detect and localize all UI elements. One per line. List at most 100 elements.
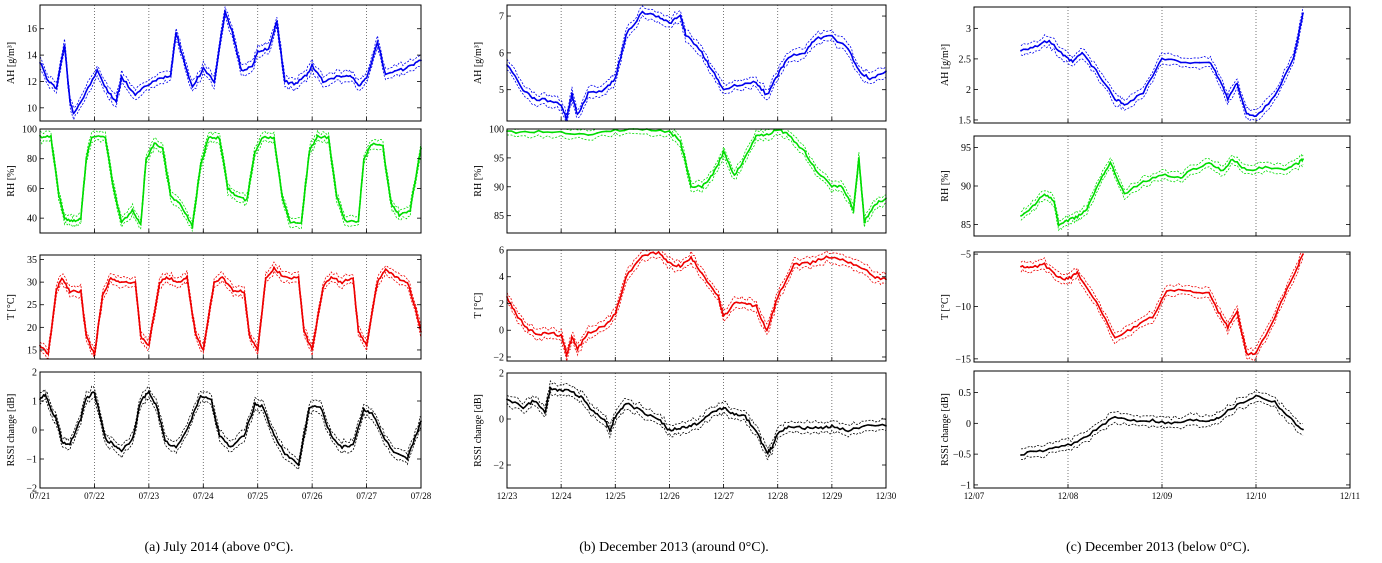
series-lower-AH <box>506 14 887 122</box>
data-point <box>738 84 741 87</box>
data-point <box>156 144 158 146</box>
data-point <box>412 188 415 190</box>
data-point <box>344 444 347 447</box>
data-point <box>385 440 388 442</box>
data-point <box>605 420 608 423</box>
data-point <box>1020 49 1022 52</box>
data-point <box>151 322 154 324</box>
data-point <box>722 407 725 409</box>
data-point <box>1056 216 1058 219</box>
data-point <box>177 37 179 39</box>
data-point <box>722 88 725 91</box>
data-point <box>77 219 79 222</box>
data-point <box>409 210 411 213</box>
data-point <box>1107 325 1110 327</box>
data-point <box>312 405 314 408</box>
data-point <box>1183 420 1185 423</box>
data-point <box>245 305 247 308</box>
data-point <box>693 186 696 189</box>
data-point <box>874 203 877 206</box>
data-point <box>281 62 284 64</box>
data-point <box>708 178 710 181</box>
data-point <box>1179 61 1182 64</box>
data-point <box>393 70 396 72</box>
data-point <box>221 276 224 278</box>
data-point <box>296 222 299 224</box>
data-point <box>83 177 86 180</box>
data-point <box>625 276 627 278</box>
data-point <box>169 194 172 197</box>
data-point <box>167 177 169 180</box>
data-point <box>88 396 90 399</box>
data-point <box>733 302 736 304</box>
data-point <box>1114 172 1116 175</box>
data-point <box>171 444 174 447</box>
data-point <box>831 186 833 188</box>
data-point <box>567 348 570 351</box>
data-point <box>1217 417 1220 420</box>
data-point <box>1038 263 1041 266</box>
data-point <box>243 435 246 437</box>
data-point <box>758 436 761 439</box>
data-point <box>1076 441 1079 443</box>
data-point <box>737 301 739 304</box>
data-point <box>861 73 864 76</box>
data-point <box>125 80 128 83</box>
data-point <box>376 41 379 43</box>
data-point <box>625 34 627 36</box>
data-point <box>360 335 362 338</box>
data-point <box>167 277 169 280</box>
y-tick-label: −2 <box>493 352 504 363</box>
data-point <box>237 57 240 59</box>
data-point <box>1057 224 1060 227</box>
data-point <box>621 48 624 50</box>
data-point <box>562 340 564 343</box>
data-point <box>225 282 227 284</box>
data-point <box>1228 162 1231 164</box>
data-point <box>576 113 579 115</box>
data-point <box>206 326 208 329</box>
y-tick-label: 90 <box>494 182 504 193</box>
data-point <box>61 210 64 213</box>
data-point <box>164 278 167 280</box>
data-point <box>823 426 826 429</box>
data-point <box>409 449 411 451</box>
y-axis-label: AH [g/m³] <box>473 42 484 84</box>
data-point <box>850 54 853 57</box>
data-point <box>868 272 871 275</box>
data-point <box>607 425 609 428</box>
data-point <box>803 150 806 152</box>
data-point <box>1101 423 1104 426</box>
data-point <box>1095 429 1098 431</box>
data-point <box>1225 166 1228 168</box>
data-point <box>744 414 747 417</box>
data-point <box>1189 289 1192 292</box>
data-point <box>641 10 644 13</box>
data-point <box>229 190 232 193</box>
data-point <box>362 407 365 410</box>
data-point <box>47 80 50 82</box>
data-point <box>553 331 555 334</box>
y-tick-label: −10 <box>955 302 971 313</box>
y-tick-label: −1 <box>960 480 971 491</box>
data-point <box>845 194 848 197</box>
y-tick-label: 1.5 <box>959 115 972 126</box>
data-point <box>314 70 317 73</box>
data-point <box>191 225 194 228</box>
data-point <box>418 322 421 325</box>
data-point <box>1049 196 1052 199</box>
data-point <box>1278 407 1281 410</box>
data-point <box>150 396 153 399</box>
data-point <box>726 159 729 162</box>
data-point <box>232 191 235 194</box>
data-point <box>251 65 254 68</box>
data-point <box>418 425 421 427</box>
data-point <box>319 406 322 409</box>
data-point <box>414 434 417 437</box>
data-point <box>784 131 786 134</box>
data-point <box>134 214 137 217</box>
data-point <box>173 45 176 47</box>
data-point <box>60 277 63 280</box>
y-tick-label: 100 <box>489 125 504 136</box>
panel-c-T: −15 −10 −5 T [°C] <box>940 250 1351 365</box>
